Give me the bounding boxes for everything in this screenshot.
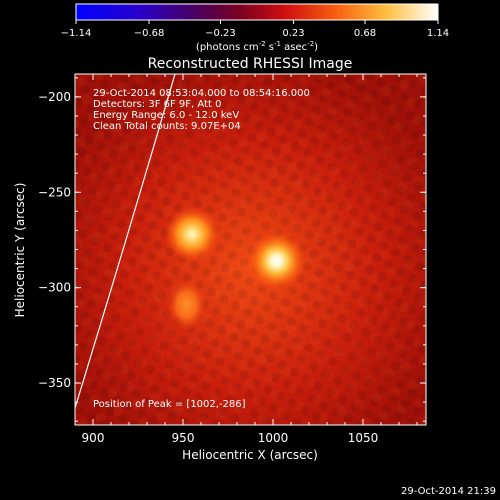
colorbar-units-mid: s	[266, 42, 274, 53]
y-tick-label: −250	[38, 185, 71, 199]
colorbar-tick-label: 0.23	[282, 28, 304, 39]
emission-source	[246, 230, 307, 291]
y-tick-label: −350	[38, 376, 71, 390]
footer-timestamp: 29-Oct-2014 21:39	[401, 486, 496, 497]
colorbar: −1.14 −0.68 −0.23 0.23 0.68 1.14 (photons cm-…	[61, 3, 449, 53]
chart-title: Reconstructed RHESSI Image	[148, 56, 353, 72]
source-group	[164, 206, 307, 331]
y-tick-label: −200	[38, 90, 71, 104]
y-axis-label: Heliocentric Y (arcsec)	[13, 183, 27, 318]
solar-limb-line	[75, 74, 176, 409]
info-line: Clean Total counts: 9.07E+04	[93, 121, 241, 132]
colorbar-tick-label: −0.23	[205, 28, 236, 39]
x-tick-label: 950	[172, 431, 195, 445]
y-axis: −200 −250 −300 −350	[38, 77, 426, 422]
info-line: Energy Range: 6.0 - 12.0 keV	[93, 110, 239, 121]
colorbar-units-sup3: -2	[307, 40, 314, 48]
colorbar-units-main: (photons cm	[196, 42, 259, 53]
colorbar-tick-label: −1.14	[61, 28, 92, 39]
colorbar-units-sup1: -2	[259, 40, 266, 48]
colorbar-units-close: )	[314, 42, 318, 53]
colorbar-gradient	[75, 3, 439, 21]
colorbar-tick-label: 0.68	[354, 28, 376, 39]
x-axis-label: Heliocentric X (arcsec)	[182, 448, 318, 462]
info-text: 29-Oct-2014 08:53:04.000 to 08:54:16.000…	[93, 88, 310, 132]
x-axis: 900 950 1000 1050	[74, 74, 418, 445]
colorbar-units-end: asec	[281, 42, 307, 53]
heatmap-image	[75, 74, 426, 425]
info-line: Detectors: 3F 6F 9F, Att 0	[93, 99, 221, 110]
emission-source	[164, 206, 220, 263]
x-tick-label: 1050	[348, 431, 379, 445]
emission-source	[166, 278, 207, 331]
colorbar-units-sup2: -1	[274, 40, 281, 48]
x-tick-label: 900	[82, 431, 105, 445]
colorbar-tick-label: 1.14	[427, 28, 449, 39]
x-tick-label: 1000	[258, 431, 289, 445]
colorbar-units: (photons cm-2 s-1 asec-2)	[196, 40, 318, 53]
colorbar-ticks: −1.14 −0.68 −0.23 0.23 0.68 1.14	[61, 20, 449, 39]
peak-position-label: Position of Peak = [1002,-286]	[93, 399, 246, 410]
colorbar-tick-label: −0.68	[134, 28, 165, 39]
info-line: 29-Oct-2014 08:53:04.000 to 08:54:16.000	[93, 88, 310, 99]
y-tick-label: −300	[38, 281, 71, 295]
